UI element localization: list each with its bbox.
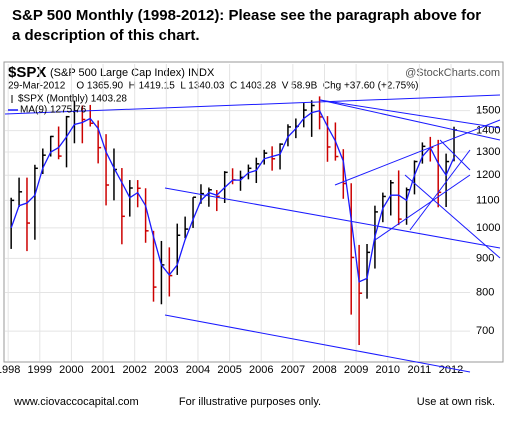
footer-left: www.ciovaccocapital.com — [13, 396, 139, 408]
y-tick-label: 700 — [476, 325, 494, 337]
trendlines — [4, 94, 501, 373]
trendline — [4, 94, 501, 115]
quote-line: 29-Mar-2012 O 1365.90 H 1419.15 L 1340.0… — [8, 81, 418, 92]
footer-center: For illustrative purposes only. — [179, 396, 321, 408]
symbol-desc: (S&P 500 Large Cap Index) INDX — [50, 67, 215, 79]
x-tick-label: 2005 — [217, 364, 241, 376]
y-tick-label: 1000 — [476, 222, 500, 234]
x-tick-label: 2010 — [376, 364, 400, 376]
y-tick-label: 800 — [476, 286, 494, 298]
x-tick-label: 2002 — [122, 364, 146, 376]
trendline — [319, 99, 501, 129]
trendline — [439, 139, 471, 171]
watermark: @StockCharts.com — [405, 67, 500, 79]
y-tick-label: 1100 — [476, 194, 500, 206]
trendline — [409, 149, 471, 231]
plot: 7008009001000110012001300140015001998199… — [0, 64, 500, 376]
y-tick-label: 900 — [476, 252, 494, 264]
chart-title: S&P 500 Monthly (1998-2012): Please see … — [12, 7, 482, 44]
x-tick-label: 2003 — [154, 364, 178, 376]
x-tick-label: 2000 — [59, 364, 83, 376]
x-tick-label: 2006 — [249, 364, 273, 376]
trendline — [334, 119, 501, 186]
symbol: $SPX — [8, 64, 46, 81]
x-tick-label: 2007 — [281, 364, 305, 376]
trendline — [404, 174, 501, 259]
x-tick-label: 2004 — [186, 364, 210, 376]
x-tick-label: 2001 — [91, 364, 115, 376]
title-box: S&P 500 Monthly (1998-2012): Please see … — [12, 7, 482, 44]
legend-label: $SPX (Monthly) 1403.28 — [18, 94, 127, 105]
y-tick-label: 1200 — [476, 169, 500, 181]
y-tick-label: 1500 — [476, 105, 500, 117]
x-tick-label: 2011 — [408, 364, 432, 376]
ma-line — [10, 109, 455, 283]
footer-right: Use at own risk. — [417, 396, 495, 408]
x-tick-label: 1998 — [0, 364, 20, 376]
x-tick-label: 2008 — [312, 364, 336, 376]
trendline — [164, 314, 471, 373]
x-tick-label: 1999 — [28, 364, 52, 376]
trendline — [319, 99, 501, 141]
trendline — [164, 187, 501, 249]
y-tick-label: 1300 — [476, 146, 500, 158]
trendline — [374, 174, 471, 241]
x-tick-label: 2009 — [344, 364, 368, 376]
legend-label: MA(9) 1275.76 — [20, 105, 87, 116]
